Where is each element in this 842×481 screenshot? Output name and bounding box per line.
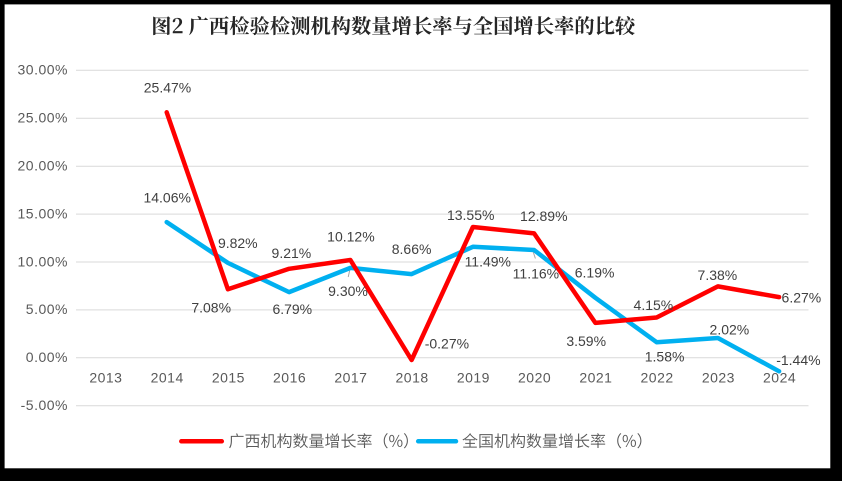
- svg-text:2014: 2014: [151, 370, 184, 386]
- svg-text:4.15%: 4.15%: [634, 297, 674, 313]
- svg-text:11.16%: 11.16%: [513, 265, 559, 281]
- svg-text:11.49%: 11.49%: [465, 254, 511, 270]
- svg-text:10.00%: 10.00%: [18, 253, 68, 269]
- svg-text:12.89%: 12.89%: [520, 208, 567, 224]
- svg-text:2018: 2018: [396, 370, 429, 386]
- svg-text:2020: 2020: [518, 370, 551, 386]
- svg-text:2.02%: 2.02%: [710, 321, 750, 337]
- svg-text:8.66%: 8.66%: [392, 241, 432, 257]
- svg-text:20.00%: 20.00%: [18, 158, 68, 174]
- svg-text:10.12%: 10.12%: [327, 229, 374, 245]
- svg-text:-5.00%: -5.00%: [21, 397, 68, 413]
- svg-text:0.00%: 0.00%: [26, 349, 68, 365]
- svg-text:14.06%: 14.06%: [143, 189, 190, 205]
- svg-text:13.55%: 13.55%: [447, 207, 494, 223]
- svg-text:2022: 2022: [641, 370, 674, 386]
- svg-text:9.82%: 9.82%: [218, 235, 258, 251]
- svg-text:6.27%: 6.27%: [782, 290, 822, 306]
- svg-text:6.19%: 6.19%: [575, 265, 615, 281]
- svg-text:30.00%: 30.00%: [18, 62, 68, 78]
- svg-text:2019: 2019: [457, 370, 490, 386]
- svg-text:2017: 2017: [334, 370, 367, 386]
- svg-text:25.00%: 25.00%: [18, 110, 68, 126]
- svg-text:2016: 2016: [273, 370, 306, 386]
- svg-text:2024: 2024: [763, 370, 796, 386]
- svg-text:7.38%: 7.38%: [698, 267, 738, 283]
- svg-text:1.58%: 1.58%: [645, 349, 685, 365]
- svg-text:2013: 2013: [89, 370, 122, 386]
- svg-text:2023: 2023: [702, 370, 735, 386]
- svg-text:5.00%: 5.00%: [26, 301, 68, 317]
- svg-text:6.79%: 6.79%: [272, 301, 312, 317]
- svg-text:25.47%: 25.47%: [144, 80, 191, 96]
- svg-text:2015: 2015: [212, 370, 245, 386]
- svg-text:9.30%: 9.30%: [328, 283, 368, 299]
- svg-text:15.00%: 15.00%: [18, 205, 68, 221]
- svg-text:7.08%: 7.08%: [191, 299, 231, 315]
- svg-text:2021: 2021: [579, 370, 612, 386]
- svg-text:3.59%: 3.59%: [566, 333, 606, 349]
- svg-text:-1.44%: -1.44%: [776, 352, 820, 368]
- svg-text:9.21%: 9.21%: [272, 245, 312, 261]
- svg-text:-0.27%: -0.27%: [425, 336, 469, 352]
